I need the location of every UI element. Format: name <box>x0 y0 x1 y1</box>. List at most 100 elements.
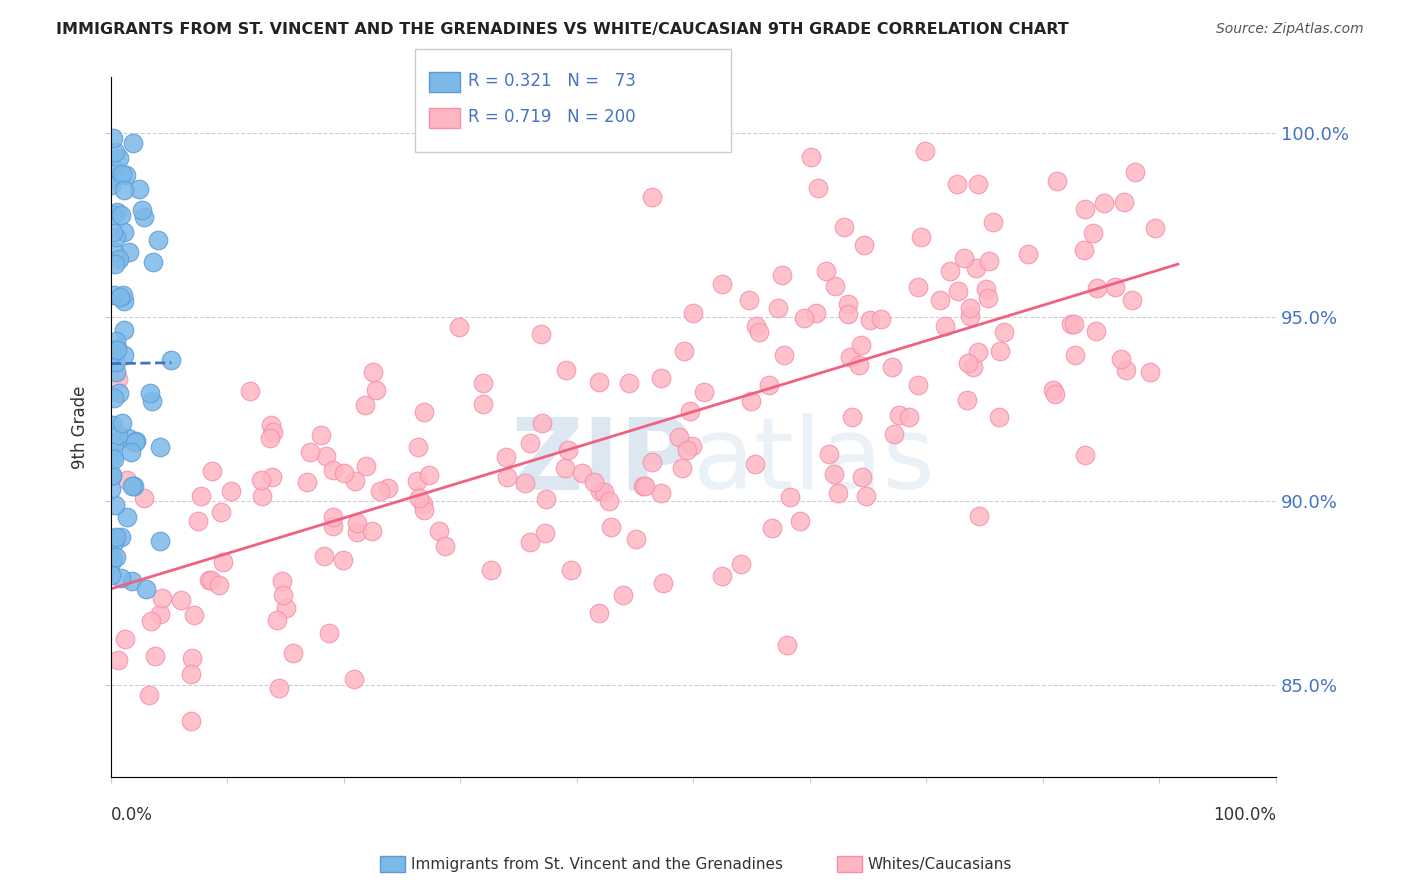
Point <box>354 398 377 412</box>
Point <box>104 230 127 244</box>
Point <box>121 574 143 588</box>
Point <box>772 348 794 362</box>
Point <box>112 323 135 337</box>
Point <box>859 312 882 326</box>
Point <box>103 452 125 467</box>
Point <box>434 539 457 553</box>
Point <box>149 440 172 454</box>
Point <box>110 571 132 585</box>
Point <box>408 491 430 506</box>
Point <box>180 714 202 729</box>
Point <box>101 225 124 239</box>
Point <box>105 530 128 544</box>
Point <box>1139 365 1161 379</box>
Point <box>276 601 298 615</box>
Point <box>582 475 605 489</box>
Point <box>413 503 436 517</box>
Point <box>634 479 657 493</box>
Point <box>101 467 124 482</box>
Point <box>495 450 517 464</box>
Point <box>907 378 929 392</box>
Point <box>807 181 830 195</box>
Point <box>131 203 153 218</box>
Point <box>956 393 979 408</box>
Point <box>104 499 127 513</box>
Point <box>143 648 166 663</box>
Point <box>1112 194 1135 209</box>
Point <box>209 505 232 519</box>
Point <box>676 442 699 457</box>
Point <box>592 485 614 500</box>
Point <box>120 445 142 459</box>
Point <box>107 252 129 267</box>
Point <box>101 450 124 465</box>
Point <box>107 427 129 442</box>
Point <box>1104 280 1126 294</box>
Point <box>100 439 122 453</box>
Point <box>322 510 344 524</box>
Point <box>1094 196 1116 211</box>
Point <box>427 524 450 538</box>
Point <box>198 573 221 587</box>
Point <box>115 510 138 524</box>
Point <box>183 607 205 622</box>
Point <box>103 244 125 259</box>
Point <box>839 351 862 365</box>
Point <box>103 161 125 176</box>
Text: R = 0.719   N = 200: R = 0.719 N = 200 <box>468 108 636 126</box>
Point <box>897 409 920 424</box>
Point <box>406 474 429 488</box>
Point <box>112 288 135 302</box>
Point <box>107 372 129 386</box>
Point <box>368 483 391 498</box>
Point <box>104 257 127 271</box>
Point <box>745 318 768 333</box>
Point <box>201 464 224 478</box>
Point <box>650 485 672 500</box>
Point <box>111 167 134 181</box>
Point <box>346 516 368 531</box>
Point <box>1074 448 1097 462</box>
Point <box>624 532 647 546</box>
Point <box>740 393 762 408</box>
Point <box>309 428 332 442</box>
Point <box>976 282 998 296</box>
Point <box>104 549 127 564</box>
Point <box>418 467 440 482</box>
Point <box>837 307 859 321</box>
Point <box>346 524 368 539</box>
Point <box>988 344 1011 359</box>
Point <box>356 458 378 473</box>
Point <box>952 252 974 266</box>
Point <box>295 475 318 490</box>
Point <box>104 145 127 159</box>
Point <box>959 301 981 316</box>
Point <box>557 442 579 457</box>
Point <box>332 553 354 567</box>
Point <box>588 607 610 621</box>
Point <box>779 491 801 505</box>
Point <box>332 466 354 480</box>
Point <box>832 220 855 235</box>
Point <box>588 375 610 389</box>
Point <box>122 478 145 492</box>
Point <box>967 508 990 523</box>
Text: 0.0%: 0.0% <box>111 806 153 824</box>
Text: ZIP: ZIP <box>510 414 693 510</box>
Point <box>612 588 634 602</box>
Point <box>962 360 984 375</box>
Point <box>870 312 893 326</box>
Point <box>598 494 620 508</box>
Point <box>589 484 612 499</box>
Point <box>190 489 212 503</box>
Point <box>314 549 336 563</box>
Point <box>848 358 870 372</box>
Point <box>800 151 823 165</box>
Point <box>652 575 675 590</box>
Point <box>132 491 155 506</box>
Point <box>495 470 517 484</box>
Point <box>641 190 664 204</box>
Point <box>768 301 790 316</box>
Point <box>617 376 640 390</box>
Point <box>134 210 156 224</box>
